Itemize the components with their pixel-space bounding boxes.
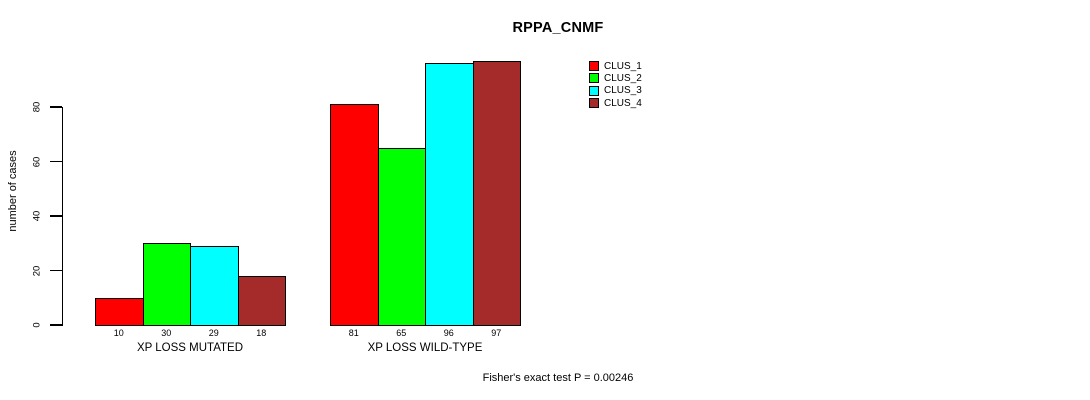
y-tick-label: 0 <box>31 322 43 328</box>
fisher-test-annotation: Fisher's exact test P = 0.00246 <box>482 372 634 384</box>
x-category-label: XP LOSS WILD-TYPE <box>367 342 483 354</box>
legend-item-clus_4: CLUS_4 <box>589 97 642 109</box>
y-tick-label: 60 <box>31 156 43 167</box>
bar-clus_2-2 <box>377 147 426 326</box>
legend-swatch-icon <box>589 61 599 72</box>
bar-value-label: 97 <box>491 328 502 338</box>
x-category-label: XP LOSS MUTATED <box>136 342 244 354</box>
bar-clus_3-1 <box>190 245 239 326</box>
bar-value-label: 96 <box>443 328 454 338</box>
legend-label: CLUS_4 <box>604 97 642 109</box>
bar-value-label: 81 <box>348 328 359 338</box>
y-tick-mark <box>50 215 62 217</box>
legend-swatch-icon <box>589 98 599 109</box>
bar-value-label: 10 <box>113 328 124 338</box>
bar-value-label: 30 <box>161 328 172 338</box>
bar-clus_1-1 <box>95 297 144 326</box>
y-tick-label: 20 <box>31 265 43 276</box>
legend-item-clus_2: CLUS_2 <box>589 72 642 84</box>
y-tick-mark <box>50 269 62 272</box>
chart-title: RPPA_CNMF <box>512 20 604 36</box>
legend-swatch-icon <box>589 73 599 84</box>
legend-item-clus_3: CLUS_3 <box>589 85 642 97</box>
legend-label: CLUS_3 <box>604 85 642 97</box>
y-tick-label: 40 <box>31 210 43 222</box>
y-tick-label: 80 <box>31 101 43 113</box>
bar-clus_3-2 <box>425 63 474 326</box>
y-tick-mark <box>50 160 62 163</box>
legend-label: CLUS_1 <box>604 60 642 72</box>
bar-value-label: 29 <box>208 328 219 338</box>
y-axis-line <box>62 107 64 326</box>
bar-clus_1-2 <box>330 104 379 326</box>
legend-item-clus_1: CLUS_1 <box>589 60 642 72</box>
y-tick-mark <box>50 324 62 326</box>
legend-swatch-icon <box>589 85 599 96</box>
bar-clus_2-1 <box>142 243 191 326</box>
bar-value-label: 65 <box>396 328 407 338</box>
bar-clus_4-1 <box>237 275 286 326</box>
legend: CLUS_1 CLUS_2 CLUS_3 CLUS_4 <box>589 60 642 109</box>
bar-value-label: 18 <box>256 328 267 338</box>
bar-clus_4-2 <box>472 60 521 326</box>
y-axis-label: number of cases <box>7 150 19 232</box>
legend-label: CLUS_2 <box>604 72 642 84</box>
y-tick-mark <box>50 106 62 108</box>
